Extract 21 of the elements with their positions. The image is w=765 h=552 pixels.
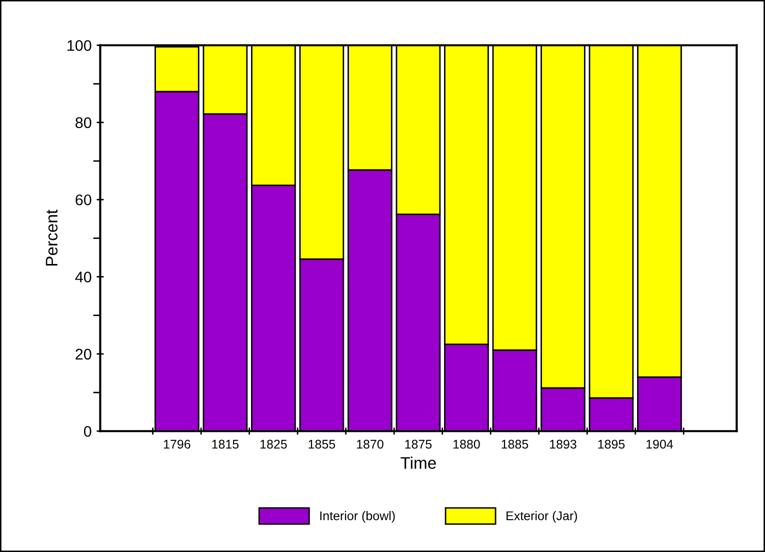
legend-label: Interior (bowl)	[320, 511, 395, 523]
x-tick-label: 1870	[357, 440, 384, 449]
y-tick-label: 60	[76, 194, 92, 206]
x-tick-label: 1880	[454, 440, 480, 449]
x-tick-label: 1904	[646, 440, 674, 449]
y-tick-label: 40	[75, 272, 92, 282]
x-tick-label: 1796	[164, 440, 190, 449]
legend-label: Exterior (Jar)	[506, 511, 577, 523]
x-tick-label: 1855	[308, 440, 336, 449]
x-tick-label: 1825	[260, 440, 287, 449]
y-tick-label: 20	[76, 348, 92, 360]
x-tick-label: 1885	[502, 440, 528, 449]
y-tick-label: 80	[76, 117, 92, 128]
y-axis-title: Percent	[46, 210, 58, 266]
x-axis-title: Time	[400, 456, 436, 469]
y-tick-label: 0	[84, 426, 92, 437]
x-tick-label: 1895	[598, 440, 625, 449]
x-tick-label: 1815	[212, 440, 239, 449]
x-tick-label: 1875	[405, 440, 432, 449]
x-tick-label: 1893	[550, 440, 576, 449]
y-tick-label: 100	[68, 40, 92, 51]
